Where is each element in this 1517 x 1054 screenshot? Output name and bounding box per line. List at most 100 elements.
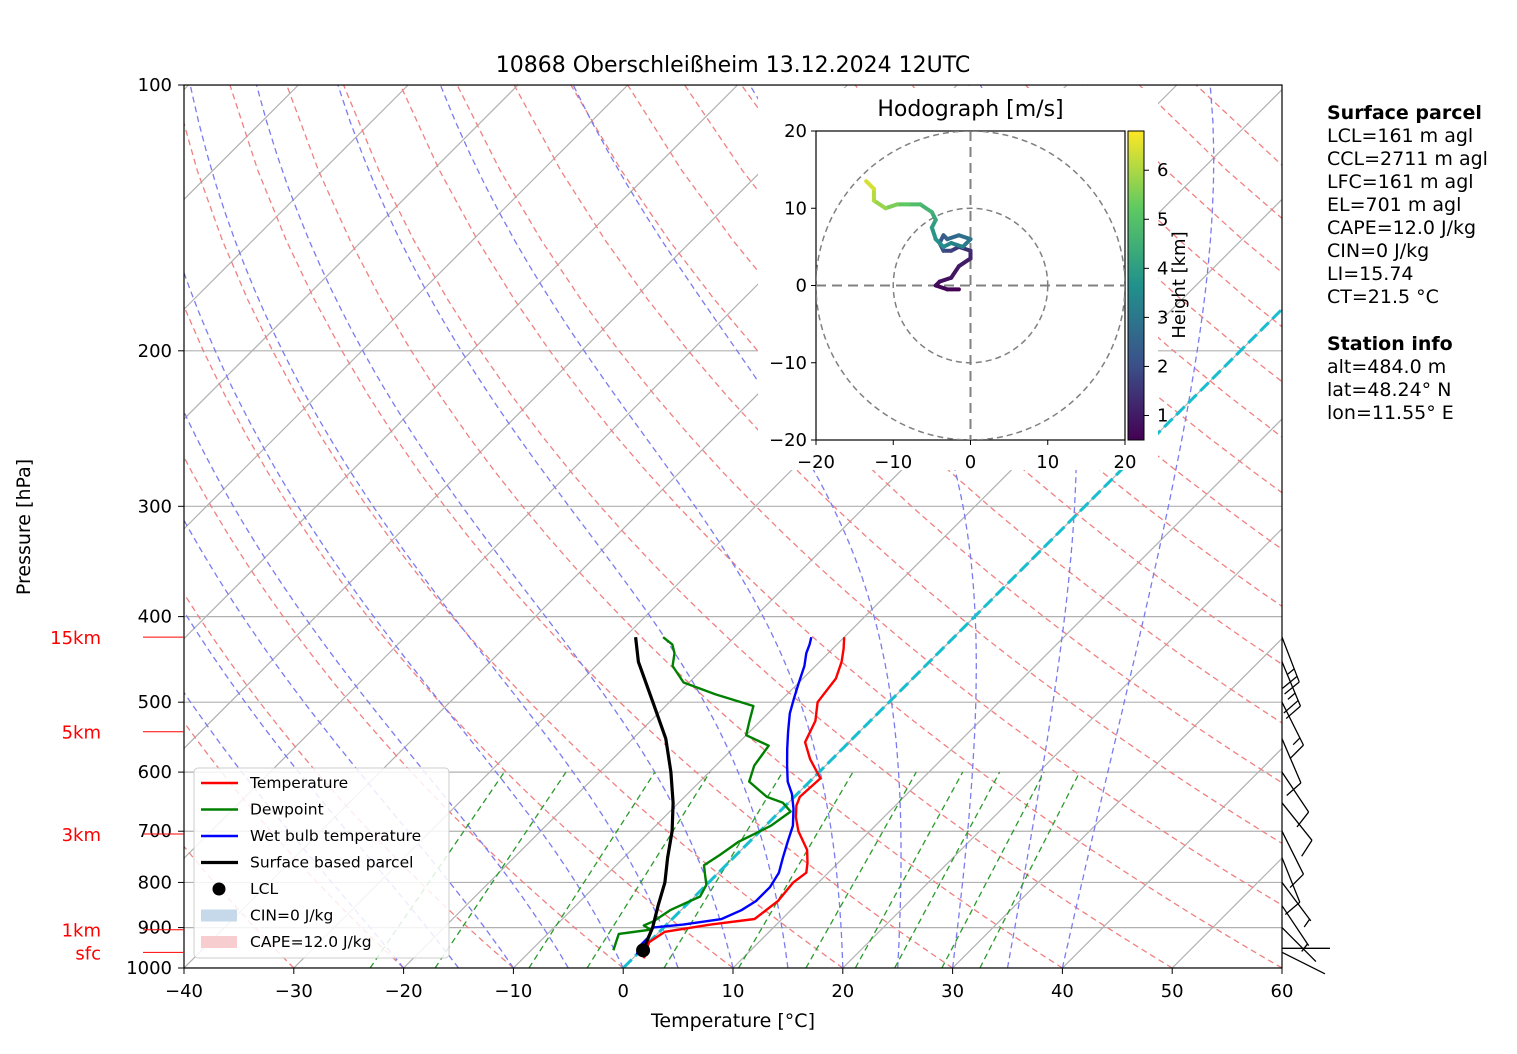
moist-adiabat — [184, 270, 624, 968]
legend-item: Dewpoint — [201, 801, 324, 819]
y-tick-label: 100 — [138, 75, 172, 96]
legend-item: Wet bulb temperature — [201, 827, 421, 845]
height-marker-label: 3km — [62, 825, 101, 846]
hodograph-segment — [871, 198, 888, 211]
mixing-ratio-line — [663, 771, 784, 968]
hodograph-x-tick-label: 0 — [965, 452, 976, 473]
isotherm — [184, 85, 519, 420]
mixing-ratio-line — [528, 771, 656, 968]
legend-label: CAPE=12.0 J/kg — [250, 933, 372, 951]
station-info-line: lat=48.24° N — [1327, 379, 1452, 401]
mixing-ratio-line — [941, 771, 1045, 968]
isotherm — [184, 85, 629, 530]
y-tick-label: 200 — [138, 341, 172, 362]
hodograph-x-tick-label: −20 — [797, 452, 835, 473]
wind-barb — [1281, 802, 1313, 857]
isotherm — [184, 85, 848, 750]
isotherm — [1061, 747, 1282, 968]
mixing-ratio-line — [738, 771, 854, 968]
dry-adiabat — [399, 85, 1282, 968]
height-marker-label: 5km — [62, 723, 101, 744]
wind-barb — [1281, 830, 1305, 889]
x-tick-label: 60 — [1271, 981, 1294, 1002]
x-tick-label: −30 — [275, 981, 313, 1002]
isotherm — [952, 637, 1282, 968]
surface-parcel-line: CAPE=12.0 J/kg — [1327, 217, 1477, 239]
wind-barb — [1281, 661, 1302, 720]
hodograph-segment — [864, 179, 876, 191]
y-tick-label: 400 — [138, 607, 172, 628]
dry-adiabat — [184, 304, 734, 968]
isotherm — [732, 418, 1282, 968]
legend-item: Surface based parcel — [201, 854, 413, 872]
hodograph-segment — [949, 241, 965, 249]
hodograph-y-tick-label: −20 — [769, 430, 807, 451]
wind-barb — [1281, 857, 1301, 915]
legend-box — [193, 767, 450, 959]
wind-barb — [1281, 927, 1317, 962]
x-tick-label: 0 — [617, 981, 628, 1002]
colorbar-tick-label: 1 — [1157, 405, 1168, 426]
legend-item: CIN=0 J/kg — [201, 907, 333, 925]
station-info-line: alt=484.0 m — [1327, 356, 1447, 378]
colorbar-label: Height [km] — [1169, 231, 1190, 338]
mixing-ratio-line — [805, 771, 917, 968]
y-tick-label: 1000 — [126, 958, 172, 979]
isotherm — [842, 527, 1282, 968]
legend-swatch — [201, 936, 237, 948]
colorbar-tick-label: 3 — [1157, 307, 1168, 328]
info-panel: Surface parcel LCL=161 m agl CCL=2711 m … — [1327, 102, 1488, 425]
legend-label: Temperature — [249, 774, 348, 792]
y-tick-label: 800 — [138, 872, 172, 893]
x-tick-label: −40 — [165, 981, 203, 1002]
series-dewpoint — [612, 636, 792, 951]
mixing-ratio-line — [979, 771, 1081, 968]
colorbar-tick-label: 4 — [1157, 258, 1168, 279]
wind-barb — [1281, 882, 1312, 928]
legend-item: CAPE=12.0 J/kg — [201, 933, 372, 951]
hodograph: −20−20 −10 −10 0 0 10 10 20 20 Hodograph [m/s] 1 2 3… — [758, 88, 1190, 473]
hodograph-segment — [956, 256, 973, 269]
surface-parcel-line: LFC=161 m agl — [1327, 171, 1474, 193]
x-tick-label: 30 — [941, 981, 964, 1002]
isotherm — [184, 85, 739, 640]
legend-label: Dewpoint — [250, 801, 324, 819]
colorbar-tick-label: 2 — [1157, 356, 1168, 377]
surface-parcel-line: CCL=2711 m agl — [1327, 148, 1488, 170]
moist-adiabat — [184, 518, 514, 968]
mixing-ratio-line — [894, 771, 1001, 968]
surface-parcel-line: CT=21.5 °C — [1327, 286, 1439, 308]
y-tick-label: 300 — [138, 496, 172, 517]
surface-parcel-line: EL=701 m agl — [1327, 194, 1462, 216]
hodograph-y-tick-label: 10 — [784, 198, 807, 219]
axis-layer: −40 −30 −20 −10 0 10 20 30 40 50 60100090080070060… — [126, 75, 1293, 1002]
moist-adiabat — [337, 85, 789, 968]
hodograph-segment — [937, 275, 954, 284]
dry-adiabat — [229, 85, 953, 968]
moist-adiabat — [979, 85, 1078, 968]
colorbar-tick-label: 5 — [1157, 209, 1168, 230]
series-wet-bulb-temperature — [635, 636, 813, 955]
surface-parcel-line: LCL=161 m agl — [1327, 125, 1474, 147]
moist-adiabat — [189, 85, 679, 968]
series-surface-based-parcel — [634, 637, 675, 954]
legend-label: CIN=0 J/kg — [250, 907, 333, 925]
y-tick-label: 900 — [138, 918, 172, 939]
mixing-ratio-line — [854, 771, 964, 968]
hodograph-title: Hodograph [m/s] — [877, 97, 1063, 122]
moist-adiabat — [255, 85, 734, 968]
hodograph-segment — [883, 202, 900, 211]
dry-adiabat — [342, 85, 1173, 968]
mixing-ratio-line — [434, 771, 567, 968]
hodograph-x-tick-label: −10 — [874, 452, 912, 473]
wind-barb — [1281, 701, 1305, 759]
hodograph-segment — [929, 225, 938, 242]
wind-barbs — [1281, 636, 1330, 975]
isotherm — [512, 198, 1282, 968]
hodograph-y-tick-label: 20 — [784, 121, 807, 142]
colorbar — [1127, 130, 1145, 441]
dry-adiabat — [286, 85, 1063, 968]
legend-label: Wet bulb temperature — [250, 827, 421, 845]
x-tick-label: −10 — [494, 981, 532, 1002]
zero-isotherm — [622, 307, 1282, 968]
